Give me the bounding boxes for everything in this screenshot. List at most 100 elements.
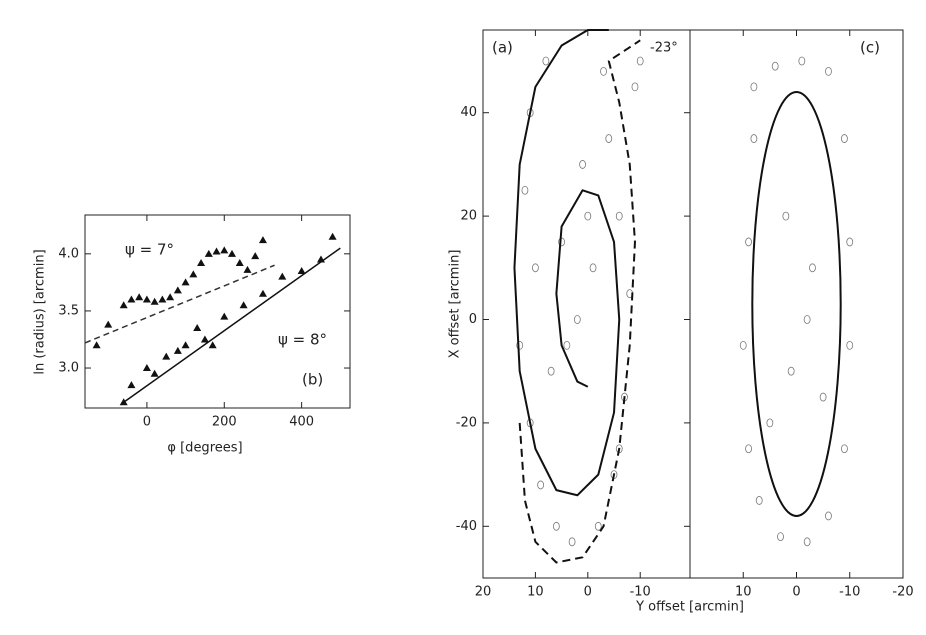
contour-clump: [777, 532, 784, 542]
data-point: [142, 364, 151, 372]
data-point: [228, 249, 237, 257]
contour-clump: [542, 56, 550, 66]
contour-clump: [755, 496, 763, 505]
x-tick-label: -10: [630, 585, 651, 600]
contour-clump: [846, 340, 854, 350]
contour-clump: [825, 511, 832, 521]
fit-line: [84, 264, 275, 344]
data-point: [220, 312, 229, 320]
x-tick-label: 20: [475, 585, 492, 600]
y-axis-label: ln (radius) [arcmin]: [33, 249, 48, 374]
data-point: [104, 320, 113, 328]
contour-clump: [841, 444, 848, 454]
contour-clump: [552, 521, 560, 531]
x-axis-label: Y offset [arcmin]: [635, 600, 744, 615]
panel-label: (b): [302, 371, 323, 389]
data-point: [173, 346, 182, 354]
contour-clump: [594, 521, 602, 531]
y-axis-label: X offset [arcmin]: [448, 250, 463, 359]
data-point: [142, 295, 151, 303]
panel-label: (a): [492, 39, 513, 57]
model-curve: [518, 39, 641, 564]
data-point: [212, 247, 221, 255]
y-tick-label: 0: [469, 312, 477, 327]
contour-clump: [584, 211, 592, 221]
data-point: [258, 236, 267, 244]
contour-clump: [798, 56, 806, 66]
y-tick-label: 3.0: [58, 361, 79, 376]
y-tick-label: -20: [456, 415, 477, 430]
panel-c-frame: [689, 29, 904, 579]
x-tick-label: 10: [527, 585, 544, 600]
contour-clump: [841, 134, 848, 143]
contour-clump: [803, 315, 811, 324]
data-point: [181, 341, 190, 349]
data-point: [189, 270, 198, 278]
contour-clump: [636, 56, 644, 66]
contour-clump: [825, 66, 832, 76]
data-point: [166, 293, 175, 301]
x-tick-label: -10: [839, 585, 860, 600]
data-point: [119, 301, 128, 309]
model-ellipse: [751, 91, 842, 517]
contour-clump: [605, 134, 613, 143]
data-point: [200, 335, 209, 343]
data-point: [243, 265, 252, 273]
data-point: [150, 369, 159, 377]
contour-clump: [615, 211, 623, 221]
data-point: [278, 272, 287, 280]
data-point: [127, 381, 136, 389]
contour-clump: [547, 366, 555, 376]
y-tick-label: 40: [460, 105, 477, 120]
contour-clump: [521, 185, 529, 195]
contour-clump: [563, 340, 571, 350]
contour-clump: [782, 211, 790, 221]
data-point: [135, 293, 144, 301]
contour-clump: [568, 537, 576, 547]
contour-clump: [532, 263, 539, 273]
x-tick-label: 400: [289, 415, 314, 430]
model-curve: [513, 29, 621, 497]
data-point: [162, 352, 171, 360]
x-axis-label: φ [degrees]: [167, 441, 242, 456]
contour-clump: [739, 340, 747, 350]
fit-line: [123, 247, 341, 403]
contour-clump: [766, 418, 774, 428]
contour-clump: [750, 82, 758, 92]
data-point: [127, 295, 136, 303]
contour-clump: [846, 237, 854, 247]
contour-clump: [745, 444, 752, 454]
y-tick-label: 3.5: [58, 303, 79, 318]
data-point: [158, 295, 167, 303]
x-tick-label: 0: [792, 585, 800, 600]
contour-clump: [745, 237, 752, 247]
contour-clump: [809, 263, 816, 273]
panel-b-frame: [84, 214, 351, 409]
data-point: [235, 258, 244, 266]
annotation: -23°: [650, 41, 678, 56]
data-point: [197, 258, 206, 266]
y-tick-label: 20: [460, 209, 477, 224]
panel-a-frame: [482, 29, 691, 579]
contour-clump: [579, 160, 586, 169]
annotation: ψ = 7°: [125, 241, 174, 259]
x-tick-label: -20: [892, 585, 913, 600]
contour-clump: [803, 537, 811, 547]
data-point: [208, 341, 217, 349]
data-point: [239, 301, 248, 309]
contour-clump: [600, 66, 607, 76]
data-point: [251, 252, 260, 260]
data-point: [181, 278, 190, 286]
x-tick-label: 0: [584, 585, 592, 600]
contour-clump: [516, 340, 524, 350]
data-point: [297, 266, 306, 274]
contour-clump: [819, 392, 827, 402]
x-tick-label: 0: [143, 415, 151, 430]
contour-clump: [537, 480, 545, 490]
data-point: [258, 289, 267, 297]
data-point: [193, 324, 202, 332]
data-point: [150, 297, 159, 305]
annotation: ψ = 8°: [278, 331, 327, 349]
panel-label: (c): [860, 39, 880, 57]
